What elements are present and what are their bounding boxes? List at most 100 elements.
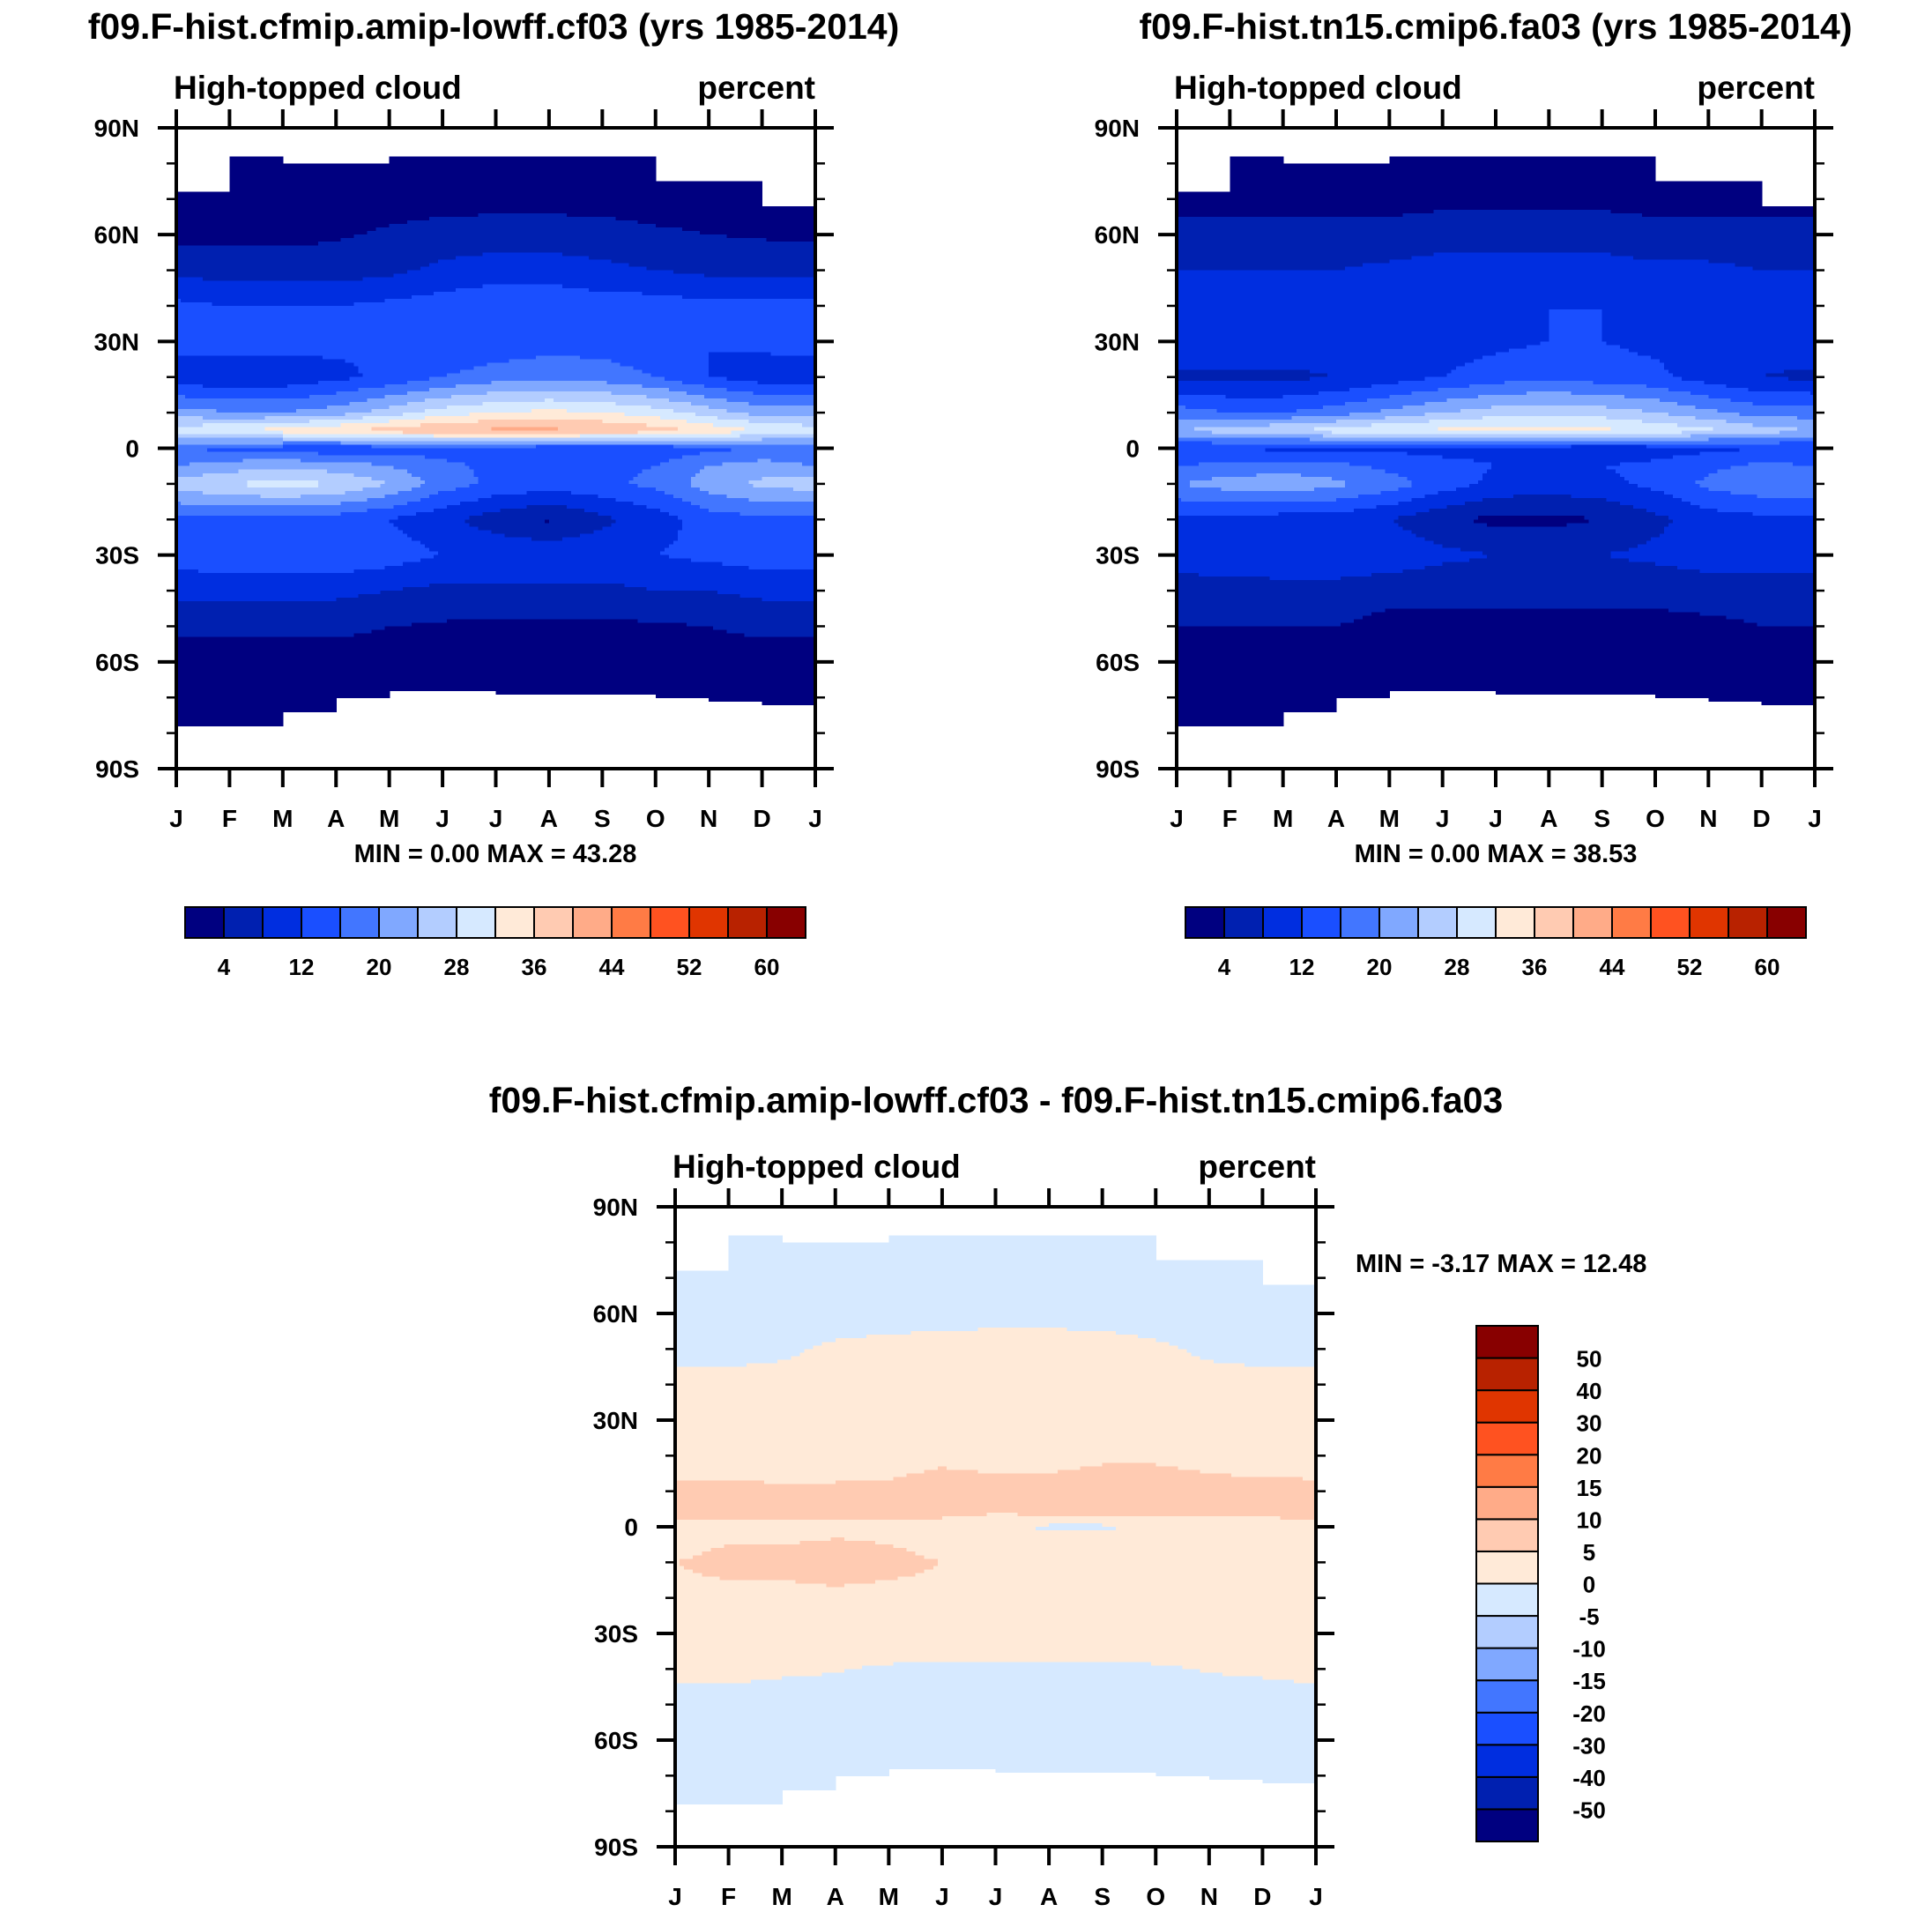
contour-cell	[176, 502, 182, 506]
y-tick-label: 30N	[593, 1407, 638, 1434]
contour-cell	[1212, 430, 1333, 435]
contour-cell	[709, 697, 816, 702]
contour-cell	[176, 512, 341, 517]
colorbar-box	[1766, 906, 1807, 939]
contour-cell	[1177, 687, 1816, 691]
contour-cell	[1177, 405, 1186, 410]
contour-cell	[1549, 327, 1603, 331]
contour-cell	[628, 480, 692, 485]
contour-cell	[1699, 505, 1816, 510]
contour-cell	[804, 1349, 1188, 1353]
contour-cell	[1606, 405, 1696, 410]
colorbar-box	[494, 906, 535, 939]
contour-cell	[176, 629, 373, 635]
contour-cell	[709, 405, 816, 410]
contour-cell	[340, 502, 408, 506]
contour-cell	[677, 537, 816, 542]
contour-cell	[1752, 423, 1816, 428]
contour-cell	[176, 480, 249, 485]
contour-cell	[176, 423, 204, 428]
contour-cell	[1411, 480, 1479, 485]
contour-cell	[750, 1679, 1295, 1685]
contour-cell	[672, 540, 816, 546]
contour-cell	[1411, 256, 1634, 261]
contour-cell	[695, 413, 750, 417]
contour-cell	[1231, 1473, 1317, 1478]
contour-cell	[567, 212, 816, 218]
contour-cell	[709, 355, 816, 361]
contour-cell	[1177, 469, 1386, 474]
contour-cell	[675, 1405, 1317, 1410]
contour-cell	[1433, 252, 1612, 257]
contour-cell	[1177, 704, 1337, 709]
colorbar-box	[378, 906, 419, 939]
contour-cell	[1354, 619, 1745, 624]
contour-cell	[1177, 565, 1426, 570]
contour-cell	[207, 448, 732, 453]
contour-cell	[675, 1604, 1317, 1610]
panel-title: f09.F-hist.cfmip.amip-lowff.cf03 - f09.F…	[489, 1080, 1504, 1120]
contour-cell	[611, 523, 683, 527]
contour-cell	[229, 174, 657, 179]
contour-cell	[650, 465, 705, 471]
contour-cell	[1455, 487, 1652, 492]
contour-cell	[176, 690, 390, 695]
contour-cell	[353, 234, 727, 239]
contour-cell	[728, 1256, 1156, 1261]
contour-field	[176, 156, 816, 727]
contour-cell	[655, 487, 701, 492]
contour-cell	[176, 437, 284, 443]
contour-cell	[1660, 359, 1816, 364]
contour-cell	[176, 608, 816, 613]
contour-cell	[1177, 287, 1816, 293]
contour-cell	[1477, 394, 1625, 399]
left-string: High-topped cloud	[1174, 70, 1462, 106]
contour-cell	[646, 587, 816, 591]
contour-cell	[176, 540, 421, 546]
contour-cell	[1464, 502, 1621, 506]
colorbar-box	[1340, 906, 1380, 939]
contour-cell	[675, 1629, 1317, 1634]
contour-cell	[1549, 331, 1603, 335]
contour-cell	[1779, 441, 1816, 446]
contour-cell	[704, 273, 816, 279]
x-tick-label: S	[594, 805, 611, 832]
contour-cell	[526, 490, 572, 495]
contour-cell	[675, 1313, 1317, 1318]
x-tick-label: D	[753, 805, 770, 832]
contour-cell	[1293, 1679, 1317, 1685]
contour-cell	[438, 259, 612, 264]
contour-cell	[1177, 227, 1816, 232]
y-tick-label: 60S	[594, 1727, 638, 1754]
contour-cell	[1468, 483, 1638, 488]
contour-cell	[176, 256, 457, 261]
contour-cell	[176, 683, 816, 688]
contour-cell	[176, 320, 816, 324]
contour-cell	[1765, 373, 1816, 378]
contour-cell	[739, 594, 816, 599]
contour-cell	[1177, 572, 1200, 577]
contour-cell	[1389, 156, 1656, 160]
contour-cell	[176, 644, 816, 649]
contour-cell	[176, 380, 319, 385]
colorbar-label: 44	[1600, 954, 1625, 980]
contour-cell	[675, 1477, 894, 1482]
contour-cell	[719, 1576, 899, 1581]
contour-cell	[362, 373, 448, 378]
contour-cell	[411, 487, 457, 492]
contour-cell	[1230, 160, 1284, 164]
contour-cell	[1177, 608, 1386, 613]
contour-cell	[691, 476, 763, 481]
contour-cell	[176, 661, 816, 666]
contour-cell	[1177, 498, 1182, 502]
contour-cell	[420, 558, 692, 563]
contour-cell	[675, 1590, 1317, 1596]
contour-cell	[1177, 629, 1816, 635]
contour-cell	[675, 1505, 1317, 1510]
contour-cell	[642, 383, 705, 389]
contour-cell	[1796, 427, 1816, 431]
contour-cell	[675, 1420, 1317, 1425]
contour-cell	[1331, 430, 1683, 435]
contour-cell	[1177, 238, 1816, 242]
contour-cell	[1540, 341, 1608, 346]
